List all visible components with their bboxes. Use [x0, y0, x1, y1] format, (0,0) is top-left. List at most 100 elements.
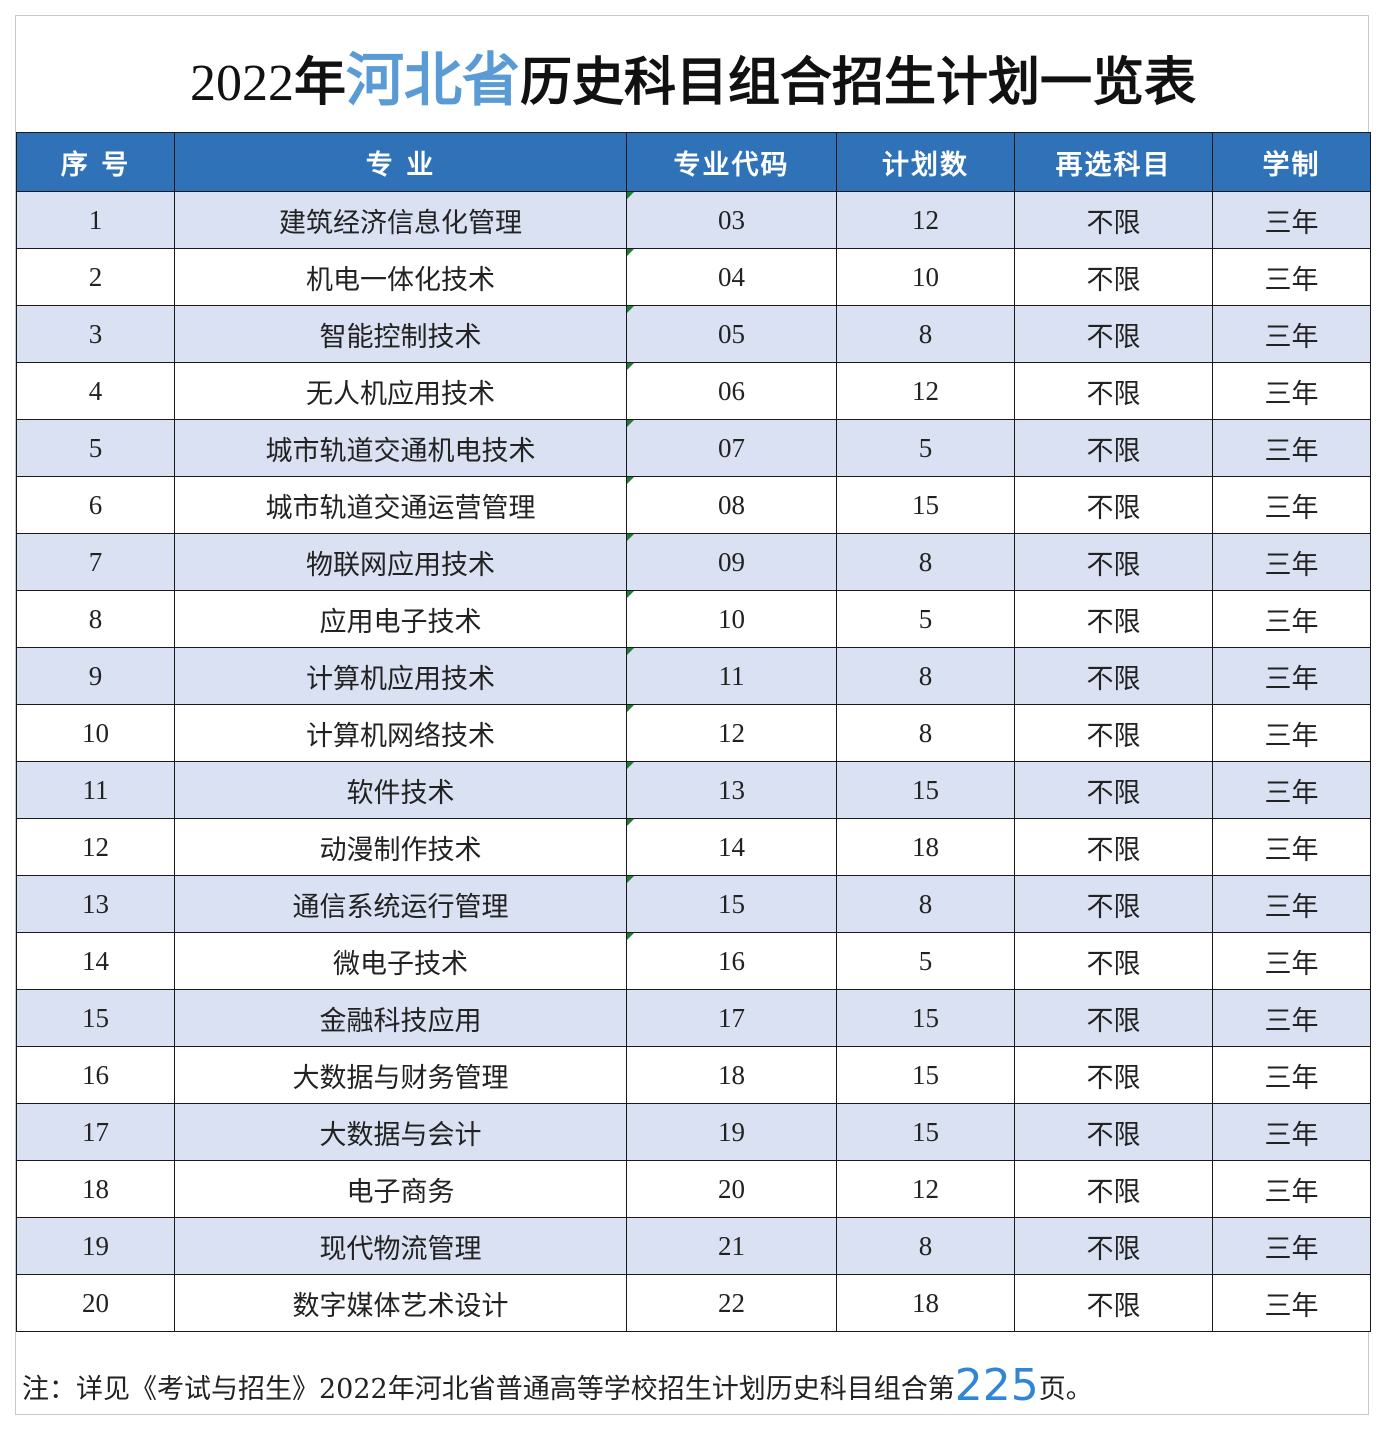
cell-seq-text: 3 [88, 318, 103, 349]
cell-code: 21 [626, 1217, 837, 1275]
cell-seq-text: 14 [82, 945, 109, 976]
cell-duration-text: 三年 [1264, 948, 1319, 980]
cell-seq: 10 [16, 704, 175, 762]
cell-duration: 三年 [1212, 362, 1371, 420]
cell-major-text: 微电子技术 [333, 948, 468, 980]
footnote-page-number: 225 [954, 1360, 1039, 1411]
footnote: 注：详见《考试与招生》2022年河北省普通高等学校招生计划历史科目组合第225页… [22, 1360, 1093, 1412]
cell-subject-text: 不限 [1086, 1005, 1141, 1037]
cell-code-text: 22 [718, 1287, 745, 1318]
header-code: 专业代码 [626, 132, 837, 192]
cell-code: 22 [626, 1274, 837, 1332]
cell-duration: 三年 [1212, 305, 1371, 363]
cell-seq: 16 [16, 1046, 175, 1104]
cell-seq: 7 [16, 533, 175, 591]
cell-subject-text: 不限 [1086, 1176, 1141, 1208]
cell-duration-text: 三年 [1264, 549, 1319, 581]
cell-code: 10 [626, 590, 837, 648]
cell-major-text: 软件技术 [346, 777, 455, 809]
cell-plan-count-text: 8 [918, 888, 933, 919]
cell-plan-count: 8 [836, 1217, 1015, 1275]
table-row: 18 电子商务 20 12 不限 三年 [16, 1160, 1371, 1218]
cell-plan-count: 18 [836, 1274, 1015, 1332]
cell-seq: 6 [16, 476, 175, 534]
cell-seq: 9 [16, 647, 175, 705]
cell-plan-count: 15 [836, 761, 1015, 819]
cell-code: 16 [626, 932, 837, 990]
cell-major-text: 无人机应用技术 [306, 378, 495, 410]
cell-duration: 三年 [1212, 761, 1371, 819]
cell-plan-count-text: 15 [912, 1002, 939, 1033]
cell-major: 机电一体化技术 [174, 248, 627, 306]
cell-code: 12 [626, 704, 837, 762]
cell-code-text: 17 [718, 1002, 745, 1033]
table-row: 16 大数据与财务管理 18 15 不限 三年 [16, 1046, 1371, 1104]
cell-plan-count: 5 [836, 419, 1015, 477]
table-row: 3 智能控制技术 05 8 不限 三年 [16, 305, 1371, 363]
header-seq: 序 号 [16, 132, 175, 192]
cell-marker-icon [627, 363, 634, 370]
cell-seq-text: 7 [88, 546, 103, 577]
cell-plan-count-text: 5 [918, 945, 933, 976]
cell-code-text: 08 [718, 489, 745, 520]
cell-plan-count-text: 12 [912, 1173, 939, 1204]
table-row: 9 计算机应用技术 11 8 不限 三年 [16, 647, 1371, 705]
cell-subject: 不限 [1014, 1160, 1213, 1218]
cell-duration-text: 三年 [1264, 720, 1319, 752]
cell-code-text: 15 [718, 888, 745, 919]
cell-subject-text: 不限 [1086, 891, 1141, 923]
cell-subject-text: 不限 [1086, 948, 1141, 980]
cell-subject: 不限 [1014, 761, 1213, 819]
cell-duration-text: 三年 [1264, 321, 1319, 353]
cell-code-text: 04 [718, 261, 745, 292]
cell-seq-text: 20 [82, 1287, 109, 1318]
cell-duration-text: 三年 [1264, 777, 1319, 809]
cell-plan-count: 5 [836, 932, 1015, 990]
cell-seq: 12 [16, 818, 175, 876]
cell-seq-text: 5 [88, 432, 103, 463]
cell-code: 18 [626, 1046, 837, 1104]
cell-duration: 三年 [1212, 191, 1371, 249]
cell-subject: 不限 [1014, 533, 1213, 591]
cell-seq: 18 [16, 1160, 175, 1218]
table-row: 19 现代物流管理 21 8 不限 三年 [16, 1217, 1371, 1275]
cell-code-text: 14 [718, 831, 745, 862]
cell-subject: 不限 [1014, 989, 1213, 1047]
cell-marker-icon [627, 819, 634, 826]
cell-code: 19 [626, 1103, 837, 1161]
cell-plan-count-text: 8 [918, 717, 933, 748]
cell-seq-text: 11 [82, 774, 109, 805]
cell-code: 03 [626, 191, 837, 249]
table-row: 14 微电子技术 16 5 不限 三年 [16, 932, 1371, 990]
cell-seq: 11 [16, 761, 175, 819]
cell-duration-text: 三年 [1264, 1062, 1319, 1094]
cell-plan-count-text: 18 [912, 1287, 939, 1318]
cell-major: 大数据与会计 [174, 1103, 627, 1161]
cell-major-text: 智能控制技术 [319, 321, 482, 353]
cell-seq: 5 [16, 419, 175, 477]
table-row: 2 机电一体化技术 04 10 不限 三年 [16, 248, 1371, 306]
cell-marker-icon [627, 933, 634, 940]
cell-plan-count-text: 8 [918, 318, 933, 349]
cell-major: 应用电子技术 [174, 590, 627, 648]
cell-code-text: 07 [718, 432, 745, 463]
cell-subject-text: 不限 [1086, 777, 1141, 809]
cell-duration-text: 三年 [1264, 891, 1319, 923]
table-row: 6 城市轨道交通运营管理 08 15 不限 三年 [16, 476, 1371, 534]
cell-code: 07 [626, 419, 837, 477]
cell-seq: 1 [16, 191, 175, 249]
cell-duration: 三年 [1212, 989, 1371, 1047]
cell-subject-text: 不限 [1086, 606, 1141, 638]
cell-plan-count-text: 8 [918, 1230, 933, 1261]
header-plan-count: 计划数 [836, 132, 1015, 192]
cell-major: 城市轨道交通运营管理 [174, 476, 627, 534]
cell-seq: 3 [16, 305, 175, 363]
cell-duration-text: 三年 [1264, 1005, 1319, 1037]
cell-duration: 三年 [1212, 419, 1371, 477]
cell-major: 城市轨道交通机电技术 [174, 419, 627, 477]
cell-plan-count: 8 [836, 305, 1015, 363]
cell-subject: 不限 [1014, 704, 1213, 762]
table-row: 20 数字媒体艺术设计 22 18 不限 三年 [16, 1274, 1371, 1332]
cell-seq: 14 [16, 932, 175, 990]
cell-subject: 不限 [1014, 305, 1213, 363]
